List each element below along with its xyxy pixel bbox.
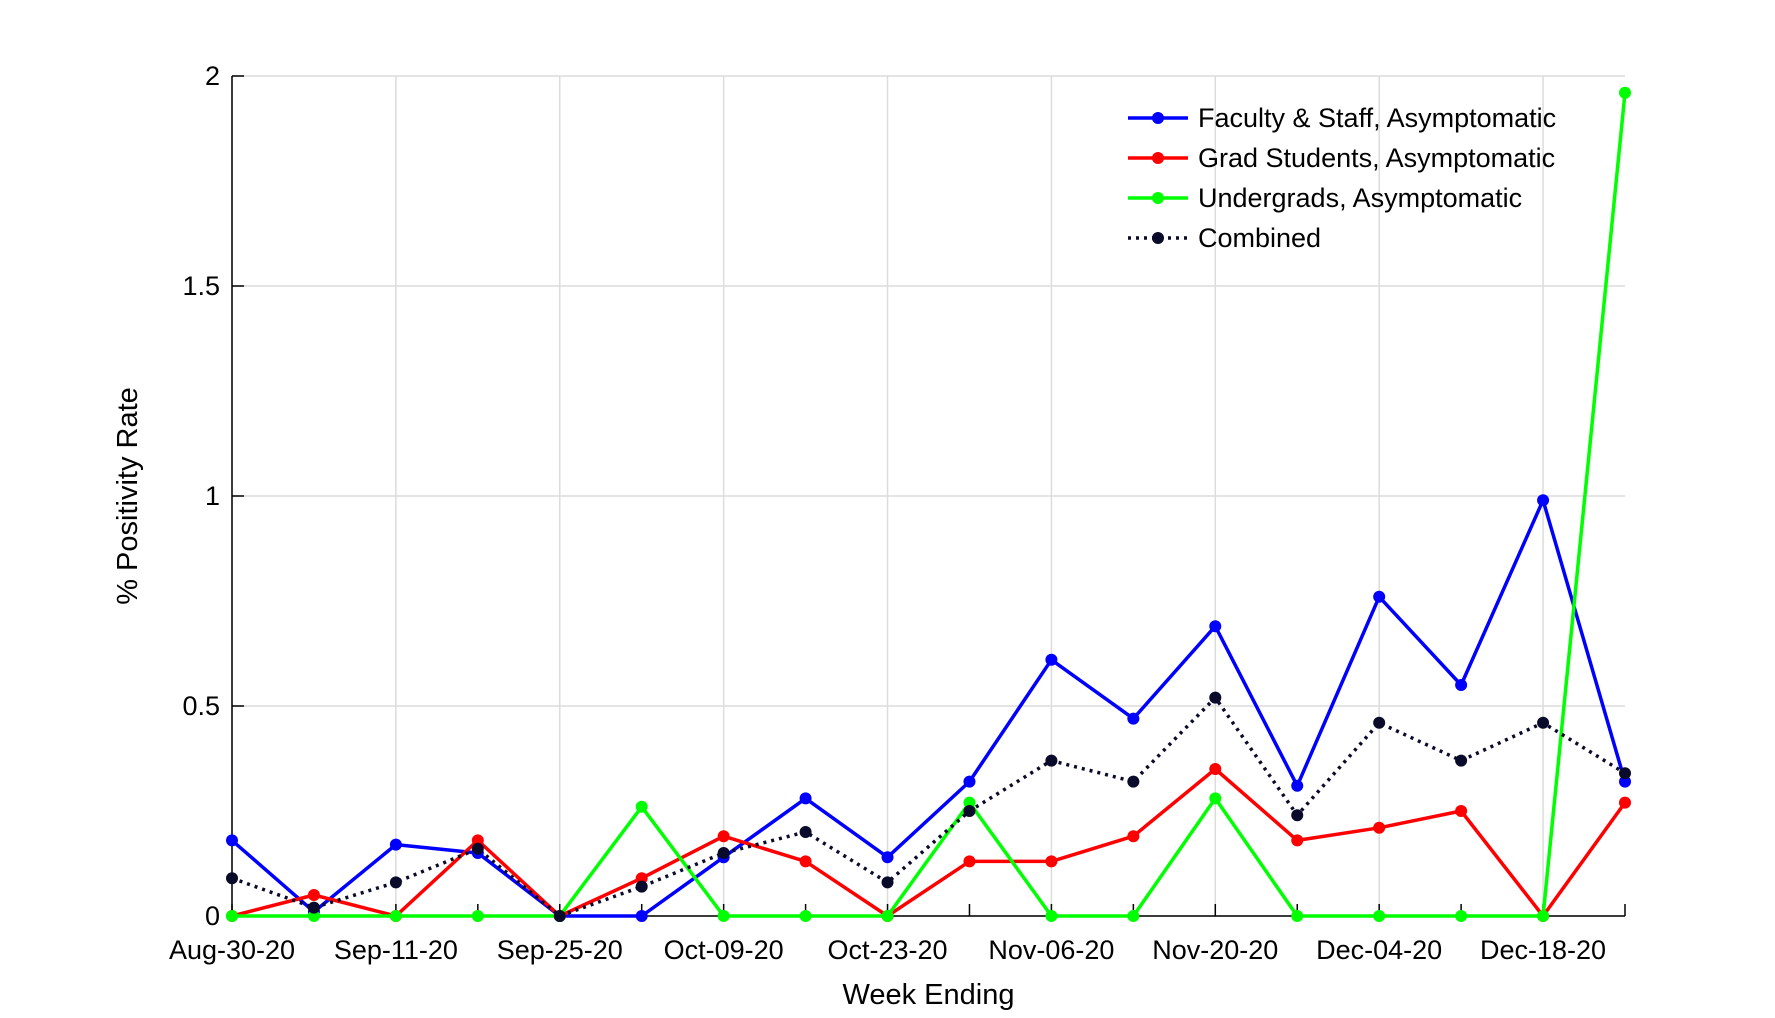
legend-label: Faculty & Staff, Asymptomatic bbox=[1198, 103, 1556, 133]
data-point bbox=[717, 910, 730, 922]
y-tick-label: 1.5 bbox=[182, 271, 220, 301]
data-point bbox=[1045, 653, 1058, 666]
data-point bbox=[1209, 763, 1222, 775]
data-point bbox=[389, 910, 402, 922]
data-point bbox=[553, 910, 566, 922]
legend-label: Combined bbox=[1198, 223, 1321, 253]
data-point bbox=[1619, 775, 1631, 788]
x-tick-label: Sep-11-20 bbox=[334, 935, 458, 965]
data-point bbox=[1373, 590, 1386, 603]
data-point bbox=[1619, 86, 1631, 99]
data-point bbox=[1127, 830, 1140, 843]
data-point bbox=[1455, 805, 1468, 817]
data-point bbox=[1127, 775, 1140, 788]
data-point bbox=[471, 910, 484, 922]
x-tick-label: Oct-23-20 bbox=[827, 935, 947, 965]
x-tick-label: Nov-20-20 bbox=[1152, 935, 1278, 965]
legend-swatch-marker bbox=[1152, 192, 1164, 204]
x-axis-title: Week Ending bbox=[843, 979, 1015, 1011]
data-point bbox=[1537, 910, 1550, 922]
data-point bbox=[471, 834, 484, 847]
x-tick-label: Nov-06-20 bbox=[988, 935, 1114, 965]
data-point bbox=[1045, 855, 1058, 868]
data-point bbox=[1291, 809, 1304, 822]
data-point bbox=[717, 847, 730, 859]
data-point bbox=[881, 910, 894, 922]
y-tick-label: 2 bbox=[205, 61, 220, 91]
data-point bbox=[226, 872, 238, 885]
data-point bbox=[1537, 716, 1550, 729]
data-point bbox=[226, 910, 238, 922]
data-point bbox=[799, 910, 812, 922]
data-point bbox=[226, 834, 238, 847]
data-point bbox=[1373, 821, 1386, 834]
y-axis-title: % Positivity Rate bbox=[112, 387, 144, 605]
data-point bbox=[881, 876, 894, 889]
data-point bbox=[1127, 712, 1140, 725]
legend-label: Grad Students, Asymptomatic bbox=[1198, 143, 1555, 173]
data-point bbox=[471, 842, 484, 855]
data-point bbox=[307, 901, 320, 914]
data-point bbox=[799, 826, 812, 838]
data-point bbox=[389, 838, 402, 851]
data-point bbox=[635, 800, 648, 813]
data-point bbox=[635, 872, 648, 885]
data-point bbox=[963, 855, 976, 868]
data-point bbox=[1045, 754, 1058, 767]
data-point bbox=[1209, 792, 1222, 805]
data-point bbox=[717, 830, 730, 843]
data-point bbox=[963, 805, 976, 817]
data-point bbox=[1619, 767, 1631, 780]
data-point bbox=[1291, 779, 1304, 792]
x-tick-label: Dec-18-20 bbox=[1480, 935, 1606, 965]
data-point bbox=[963, 775, 976, 788]
y-tick-label: 1 bbox=[205, 481, 220, 511]
data-point bbox=[1373, 716, 1386, 729]
data-point bbox=[1455, 679, 1468, 691]
data-point bbox=[1455, 754, 1468, 767]
data-point bbox=[1291, 910, 1304, 922]
data-point bbox=[963, 796, 976, 809]
legend: Faculty & Staff, Asymptomatic Grad Studen… bbox=[1128, 103, 1556, 253]
x-tick-label: Dec-04-20 bbox=[1316, 935, 1442, 965]
series-layer bbox=[226, 86, 1631, 922]
data-point bbox=[1045, 910, 1058, 922]
data-point bbox=[1373, 910, 1386, 922]
y-tick-label: 0 bbox=[205, 901, 220, 931]
data-point bbox=[799, 855, 812, 868]
data-point bbox=[307, 910, 320, 922]
legend-swatch-marker bbox=[1152, 112, 1164, 124]
data-point bbox=[1209, 620, 1222, 633]
y-tick-label: 0.5 bbox=[182, 691, 220, 721]
legend-label: Undergrads, Asymptomatic bbox=[1198, 183, 1522, 213]
series-line-0 bbox=[230, 498, 1627, 918]
data-point bbox=[1209, 691, 1222, 704]
x-tick-label: Aug-30-20 bbox=[169, 935, 295, 965]
x-tick-label: Sep-25-20 bbox=[497, 935, 623, 965]
data-point bbox=[1127, 910, 1140, 922]
series-line-3 bbox=[231, 695, 1626, 918]
data-point bbox=[1537, 494, 1550, 507]
data-point bbox=[1455, 910, 1468, 922]
tick-labels: 0 0.5 1 1.5 2 Aug-30-20 Sep-11-20 Sep-25-20 Oct-… bbox=[169, 61, 1606, 965]
series-line-1 bbox=[231, 767, 1627, 918]
series-line-2 bbox=[232, 92, 1627, 918]
x-tick-label: Oct-09-20 bbox=[664, 935, 784, 965]
data-point bbox=[307, 889, 320, 901]
data-point bbox=[799, 792, 812, 805]
legend-swatch-marker bbox=[1152, 152, 1164, 164]
data-point bbox=[1619, 796, 1631, 809]
data-point bbox=[881, 851, 894, 864]
data-point bbox=[1291, 834, 1304, 847]
data-point bbox=[635, 880, 648, 893]
legend-swatch-marker bbox=[1152, 232, 1164, 244]
data-point bbox=[635, 910, 648, 922]
data-point bbox=[389, 876, 402, 889]
